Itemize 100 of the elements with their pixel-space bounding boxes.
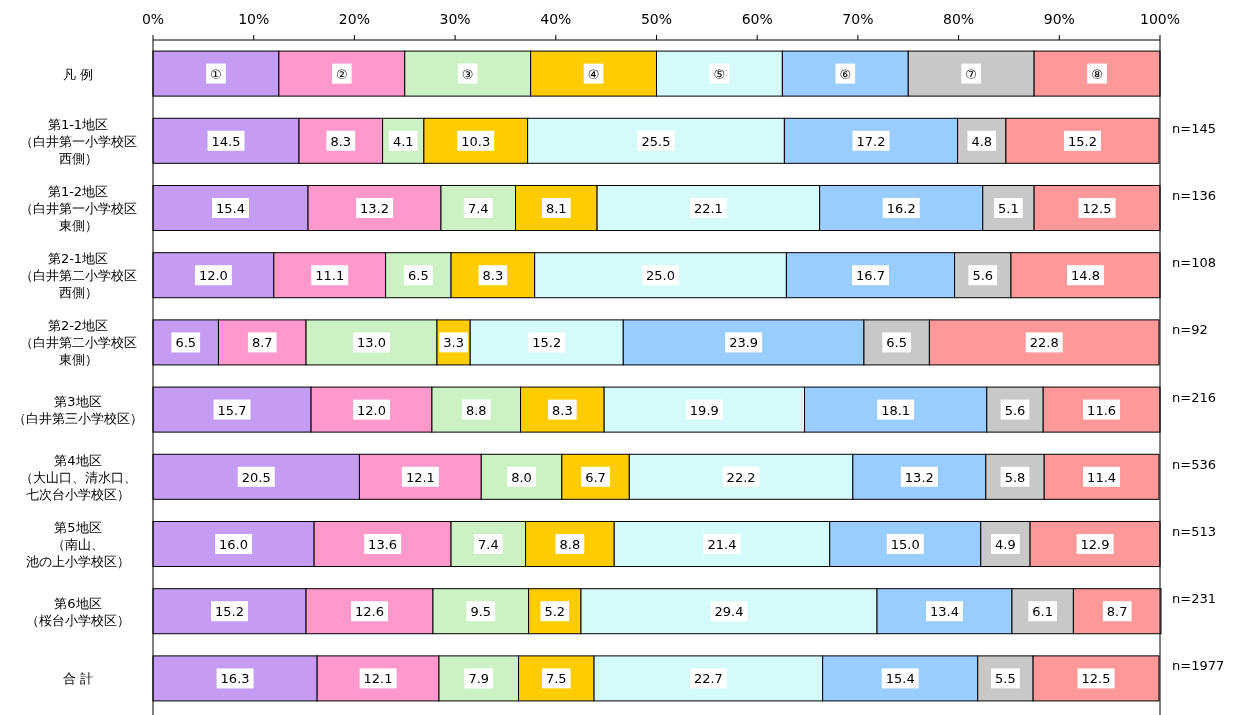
x-tick-label: 40% — [540, 11, 572, 27]
data-label: 22.2 — [726, 469, 756, 485]
data-label: 21.4 — [707, 537, 737, 552]
y-tick-label: 第6地区（桜台小学校区） — [26, 595, 130, 628]
data-label: 18.1 — [881, 402, 911, 418]
data-label: 5.6 — [972, 268, 994, 284]
text: n=536 — [1172, 456, 1216, 472]
data-label: 11.4 — [1087, 469, 1117, 485]
data-label: ② — [335, 66, 348, 82]
data-label: 13.2 — [904, 469, 934, 485]
data-label: 29.4 — [714, 604, 744, 620]
data-label: 5.5 — [995, 671, 1016, 687]
data-label: 20.5 — [241, 469, 271, 485]
data-label: 5.6 — [1004, 402, 1026, 418]
data-label: ③ — [461, 66, 474, 82]
data-label: 13.4 — [930, 604, 959, 620]
y-tick-label: 第3地区（白井第三小学校区） — [13, 394, 143, 427]
data-label: 8.3 — [330, 133, 352, 149]
data-label: 8.7 — [251, 335, 273, 351]
x-tick-label: 100% — [1139, 11, 1181, 27]
data-label: 16.0 — [219, 537, 249, 552]
data-label: 13.2 — [360, 201, 390, 216]
data-label: 17.2 — [856, 133, 886, 149]
data-label: 11.1 — [315, 268, 345, 284]
data-label: 12.5 — [1082, 201, 1112, 216]
x-tick-label: 70% — [842, 11, 874, 27]
data-label: 5.8 — [1004, 469, 1026, 485]
text: n=145 — [1172, 120, 1216, 136]
data-label: 8.8 — [465, 402, 487, 418]
data-label: 13.0 — [357, 335, 386, 351]
y-tick-label: 合 計 — [62, 671, 94, 687]
text: n=92 — [1172, 322, 1208, 338]
data-label: 15.2 — [215, 604, 245, 620]
data-label: ⑧ — [1091, 66, 1103, 82]
data-label: 12.6 — [355, 604, 384, 620]
data-label: 4.8 — [971, 133, 993, 149]
text: n=136 — [1172, 188, 1216, 203]
data-label: ④ — [587, 66, 600, 82]
data-label: 15.7 — [217, 402, 247, 418]
data-label: 16.7 — [856, 268, 885, 284]
data-label: 12.1 — [405, 469, 435, 485]
data-label: ⑥ — [839, 66, 852, 82]
data-label: 6.7 — [585, 469, 606, 485]
data-label: 6.1 — [1032, 604, 1054, 620]
data-label: 8.0 — [511, 469, 532, 485]
data-label: 4.1 — [392, 133, 414, 149]
data-label: 7.9 — [468, 671, 490, 687]
y-tick-label: 凡 例 — [62, 66, 94, 82]
data-label: 6.5 — [408, 268, 429, 284]
text: n=216 — [1172, 389, 1216, 405]
data-label: 10.3 — [461, 133, 491, 149]
data-label: 15.2 — [532, 335, 562, 351]
data-label: 15.2 — [1067, 133, 1097, 149]
data-label: 22.8 — [1029, 335, 1059, 351]
y-tick-label: 第4地区（大山口、清水口、七次台小学校区） — [19, 452, 137, 502]
data-label: ⑤ — [713, 66, 726, 82]
data-label: 11.6 — [1087, 402, 1117, 418]
text: n=1977 — [1172, 658, 1225, 674]
data-label: 16.3 — [220, 671, 250, 687]
x-tick-label: 60% — [741, 11, 773, 27]
data-label: 5.1 — [998, 201, 1019, 216]
data-label: ⑦ — [965, 66, 978, 82]
data-label: 15.4 — [216, 201, 246, 216]
data-label: 7.4 — [467, 201, 489, 216]
y-tick-label: 第1-1地区（白井第一小学校区西側） — [19, 116, 137, 166]
data-label: 12.5 — [1081, 671, 1111, 687]
data-label: 3.3 — [443, 335, 464, 351]
data-label: 9.5 — [470, 604, 492, 620]
data-label: 15.0 — [890, 537, 920, 552]
x-tick-label: 20% — [338, 11, 370, 27]
data-label: 7.5 — [545, 671, 567, 687]
y-tick-label: 第5地区（南山、池の上小学校区） — [26, 520, 130, 569]
data-label: 8.8 — [559, 537, 581, 552]
x-tick-label: 90% — [1043, 11, 1075, 27]
data-label: 12.1 — [363, 671, 393, 687]
data-label: 12.0 — [357, 402, 386, 418]
data-label: 14.5 — [211, 133, 241, 149]
x-tick-label: 0% — [141, 11, 165, 27]
data-label: 23.9 — [729, 335, 759, 351]
data-label: 16.2 — [886, 201, 916, 216]
data-label: ① — [210, 66, 222, 82]
data-label: 22.7 — [693, 671, 723, 687]
data-label: 13.6 — [368, 537, 398, 552]
text: n=231 — [1172, 591, 1216, 607]
y-tick-label: 第2-1地区（白井第二小学校区西側） — [19, 251, 137, 301]
data-label: 5.2 — [544, 604, 566, 620]
data-label: 12.9 — [1080, 537, 1110, 552]
y-tick-label: 第2-2地区（白井第二小学校区東側） — [19, 318, 137, 368]
data-label: 15.4 — [885, 671, 915, 687]
data-label: 4.9 — [995, 537, 1016, 552]
x-tick-label: 80% — [943, 11, 975, 27]
data-label: 7.4 — [477, 537, 499, 552]
data-label: 8.3 — [482, 268, 504, 284]
data-label: 14.8 — [1071, 268, 1100, 284]
x-tick-label: 50% — [640, 11, 673, 27]
data-label: 8.1 — [545, 201, 567, 216]
text: n=108 — [1172, 255, 1216, 271]
x-tick-label: 10% — [238, 11, 270, 27]
data-label: 12.0 — [198, 268, 228, 284]
data-label: 22.1 — [693, 201, 723, 216]
